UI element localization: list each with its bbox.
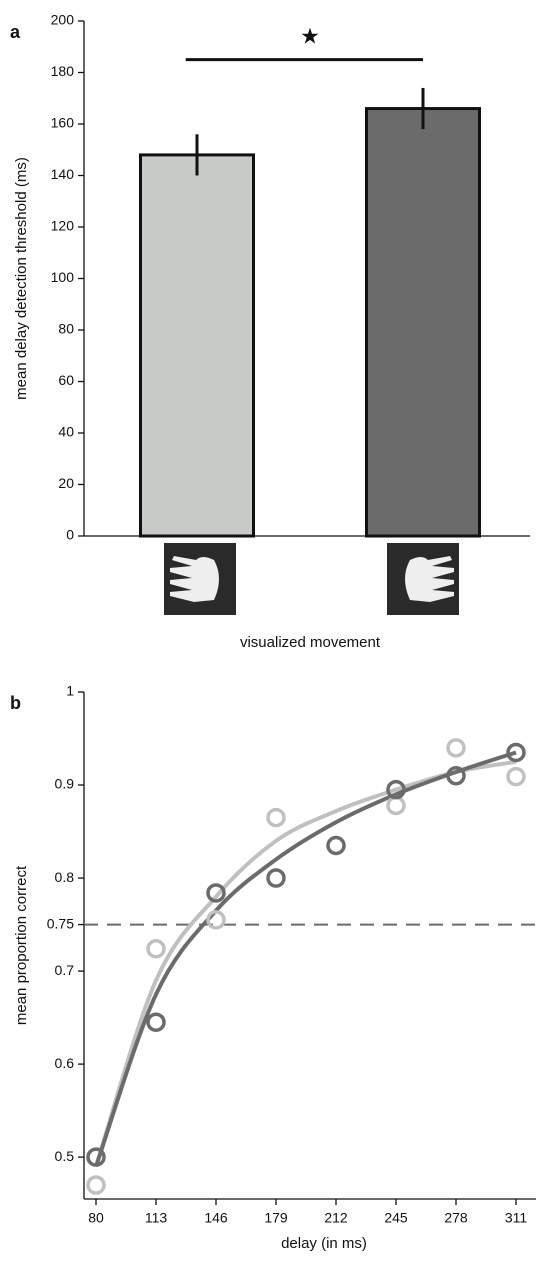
y-tick-label: 140 — [51, 166, 75, 182]
data-point — [506, 742, 526, 763]
panel-label: a — [10, 22, 21, 42]
y-tick-label: 0.7 — [55, 962, 75, 978]
y-tick-label: 100 — [51, 269, 75, 285]
bar — [365, 107, 481, 538]
data-point — [86, 1175, 106, 1195]
y-tick-label: 160 — [51, 115, 75, 131]
data-point — [446, 765, 466, 786]
x-tick-label: 179 — [264, 1210, 288, 1226]
hand-image — [164, 543, 236, 615]
y-tick-label: 60 — [58, 372, 74, 388]
y-tick-label: 0.6 — [55, 1055, 75, 1071]
y-tick-label: 0.75 — [47, 915, 74, 931]
significance-star: ★ — [300, 23, 320, 48]
data-point — [86, 1147, 106, 1167]
data-point — [326, 835, 346, 856]
fit-curve — [94, 759, 517, 1168]
data-point — [146, 939, 166, 959]
x-tick-label: 212 — [324, 1210, 348, 1226]
data-point — [206, 883, 226, 903]
x-tick-label: 278 — [444, 1210, 468, 1226]
data-point — [206, 910, 226, 930]
data-point — [266, 868, 286, 888]
y-tick-label: 1 — [66, 683, 74, 699]
x-tick-label: 245 — [384, 1210, 408, 1226]
x-axis-label: visualized movement — [240, 634, 381, 651]
y-axis-label: mean proportion correct — [13, 865, 30, 1025]
y-tick-label: 0.9 — [55, 776, 75, 792]
y-tick-label: 0.5 — [55, 1148, 75, 1164]
hand-image — [387, 543, 459, 615]
y-tick-label: 20 — [58, 475, 74, 491]
x-tick-label: 113 — [145, 1210, 168, 1226]
bar — [139, 153, 255, 538]
data-point — [146, 1012, 166, 1032]
data-point — [386, 779, 406, 800]
y-tick-label: 40 — [58, 424, 74, 440]
x-tick-label: 146 — [204, 1210, 228, 1226]
x-tick-label: 80 — [88, 1210, 104, 1226]
y-tick-label: 0 — [66, 527, 74, 543]
x-axis-label: delay (in ms) — [281, 1235, 367, 1252]
y-tick-label: 80 — [58, 321, 74, 337]
fit-curve — [94, 750, 517, 1168]
y-axis-label: mean delay detection threshold (ms) — [13, 157, 30, 400]
y-tick-label: 0.8 — [55, 869, 75, 885]
data-point — [506, 766, 526, 787]
panel-label: b — [10, 693, 21, 713]
x-tick-label: 311 — [505, 1210, 528, 1226]
data-point — [386, 795, 406, 816]
y-tick-label: 120 — [51, 218, 75, 234]
y-tick-label: 200 — [51, 12, 75, 28]
y-tick-label: 180 — [51, 63, 75, 79]
data-point — [446, 738, 466, 758]
data-point — [266, 807, 286, 828]
